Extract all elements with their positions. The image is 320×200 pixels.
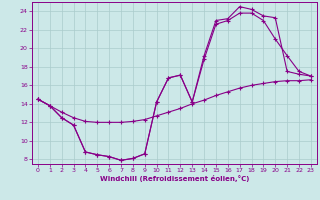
X-axis label: Windchill (Refroidissement éolien,°C): Windchill (Refroidissement éolien,°C) (100, 175, 249, 182)
